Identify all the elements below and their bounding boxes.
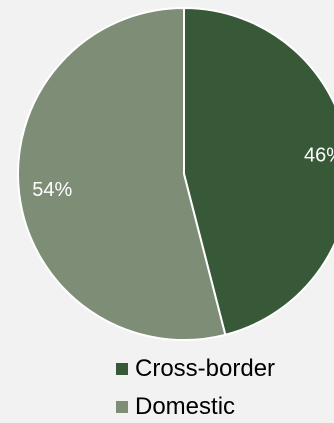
legend-swatch-domestic xyxy=(116,401,128,413)
legend-swatch-cross-border xyxy=(116,363,128,375)
legend-label-domestic: Domestic xyxy=(135,393,236,420)
legend-item-cross-border: Cross-border xyxy=(116,350,275,388)
legend: Cross-border Domestic xyxy=(116,350,275,423)
data-label-cross-border: 46% xyxy=(304,145,334,167)
pie-slice-cross-border xyxy=(183,6,334,337)
legend-label-cross-border: Cross-border xyxy=(135,355,276,382)
data-label-domestic: 54% xyxy=(32,179,72,201)
legend-item-domestic: Domestic xyxy=(116,388,275,423)
pie-slice-domestic xyxy=(17,6,227,341)
